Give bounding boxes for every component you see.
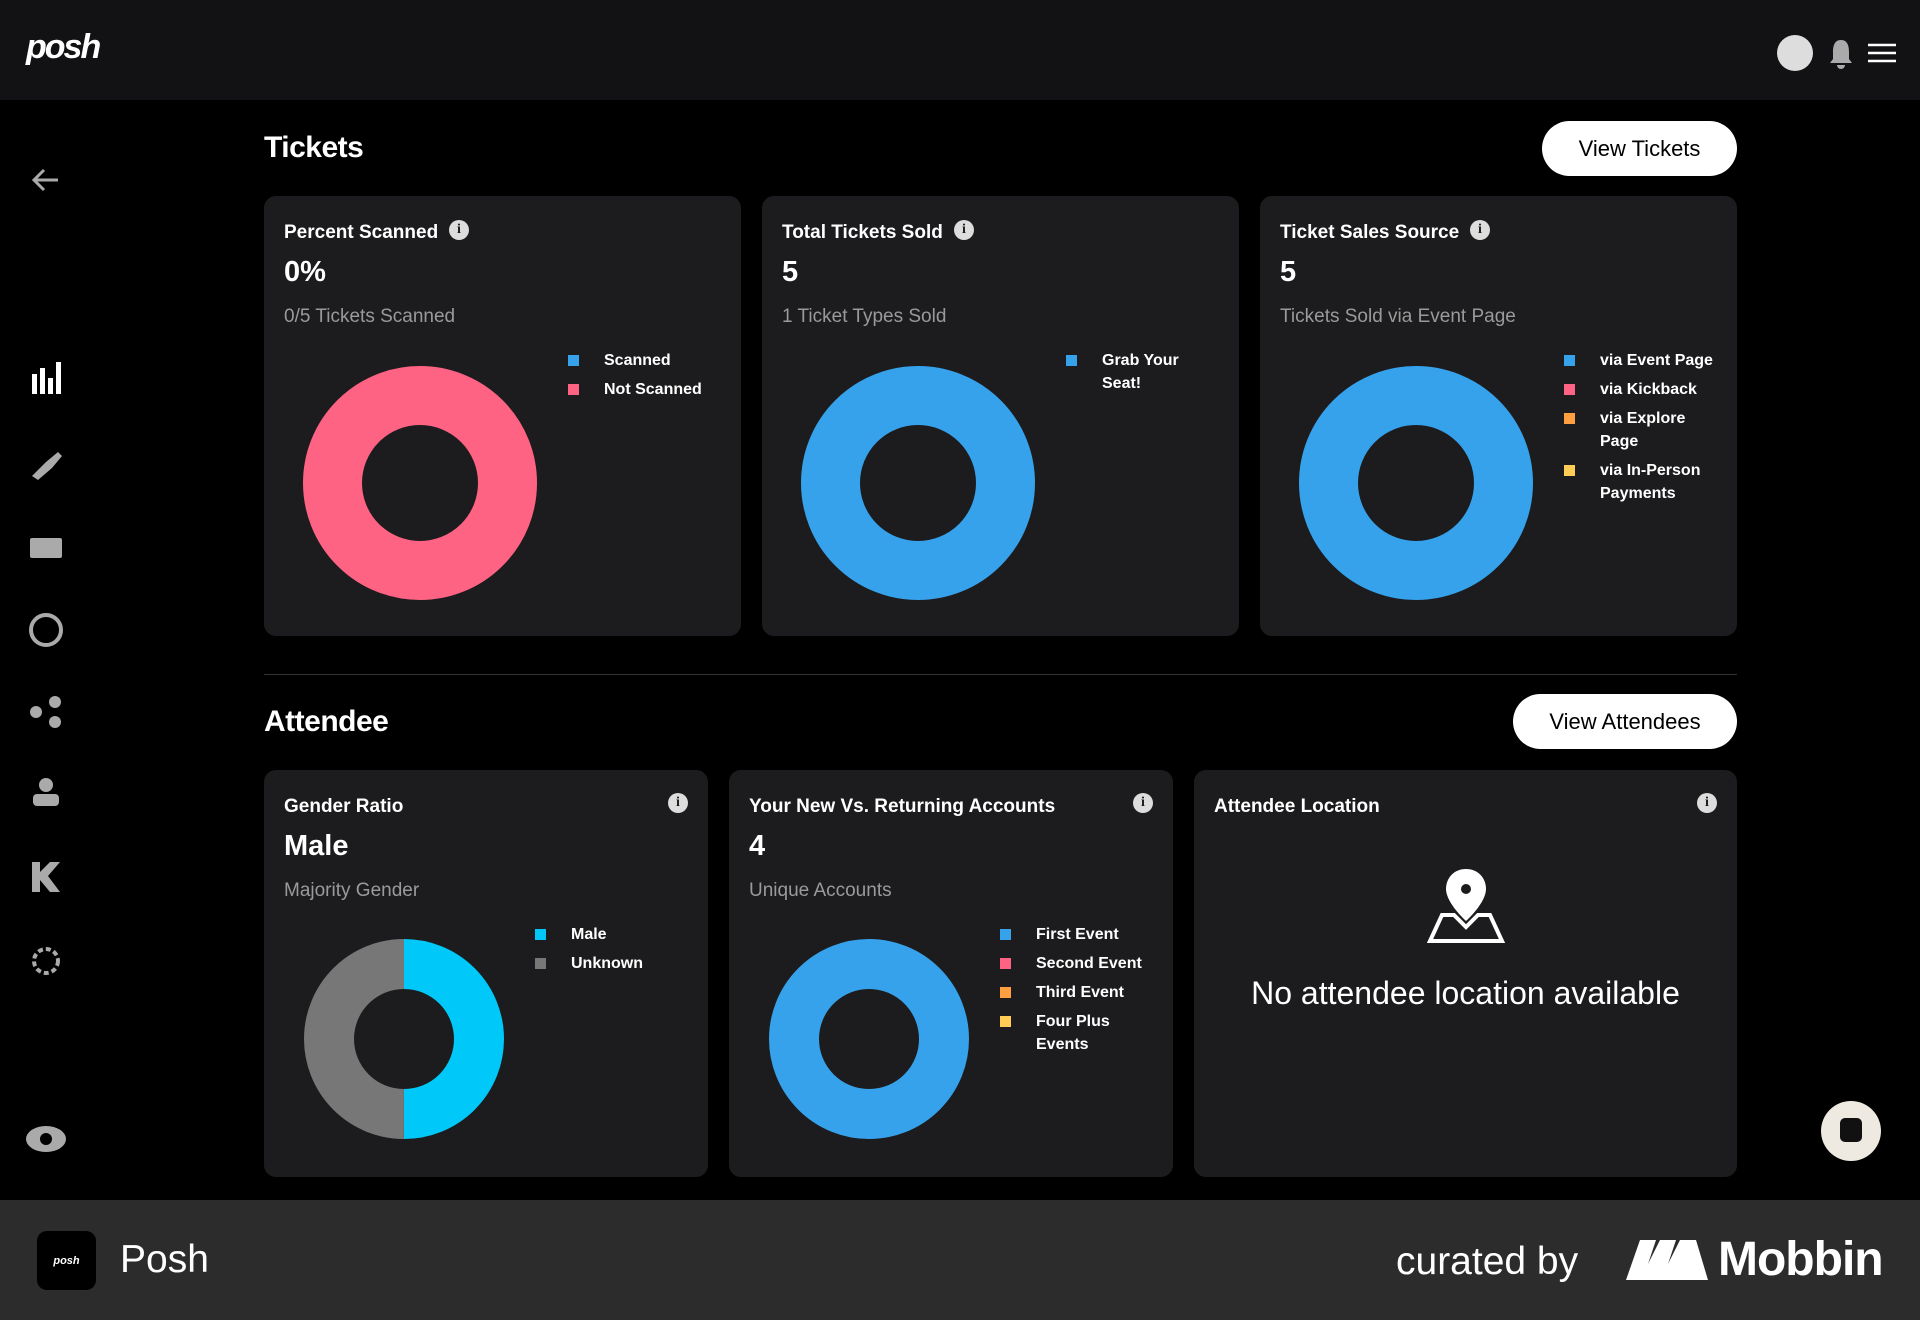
card-subtitle: 0/5 Tickets Scanned [284, 306, 456, 327]
card-value: 0% [284, 256, 326, 288]
legend-label: Third Event [1036, 984, 1125, 1001]
legend-swatch [1564, 413, 1575, 424]
curated-by: curated by [1396, 1240, 1579, 1283]
section-title: Tickets [264, 131, 364, 164]
mobbin-brand: Mobbin [1718, 1233, 1884, 1286]
legend-label: Male [571, 926, 607, 943]
location-icon [1426, 869, 1505, 943]
legend-swatch [1000, 958, 1011, 969]
card: Attendee Location i No attendee location a… [1194, 770, 1737, 1177]
donut-segment [769, 939, 969, 1139]
section-button[interactable]: View Attendees [1513, 694, 1737, 749]
legend-label: Unknown [571, 955, 643, 972]
back-icon[interactable] [31, 168, 58, 192]
legend-label: First Event [1036, 926, 1119, 943]
donut-chart [304, 939, 504, 1139]
donut-chart [769, 939, 969, 1139]
team-icon[interactable] [33, 778, 59, 806]
donut-segment [801, 366, 1035, 600]
footer: posh Posh curated by Mobbin [0, 1200, 1920, 1320]
preview-icon[interactable] [26, 1126, 66, 1152]
info-icon[interactable]: i [1133, 793, 1153, 813]
legend-swatch [1564, 465, 1575, 476]
avatar[interactable] [1777, 35, 1813, 71]
card-subtitle: Tickets Sold via Event Page [1280, 306, 1516, 327]
donut-chart [801, 366, 1035, 600]
card-title: Your New Vs. Returning Accounts [749, 796, 1056, 817]
design-icon[interactable] [32, 452, 62, 480]
finance-icon[interactable] [29, 613, 63, 647]
card-subtitle: Majority Gender [284, 880, 420, 901]
donut-chart [1299, 366, 1533, 600]
legend-swatch [1564, 355, 1575, 366]
card-value: 4 [749, 830, 766, 862]
app-icon: posh [37, 1231, 96, 1290]
tickets-icon[interactable] [30, 538, 62, 558]
info-icon[interactable]: i [1697, 793, 1717, 813]
pin-dot [1460, 884, 1471, 894]
card: Your New Vs. Returning Accounts i 4 Unique … [729, 770, 1173, 1177]
card-title: Ticket Sales Source [1280, 222, 1460, 243]
card-value: 5 [782, 256, 799, 288]
top-bar: posh [0, 0, 1920, 100]
info-icon[interactable]: i [1470, 220, 1490, 240]
menu-icon[interactable] [1868, 42, 1896, 64]
logo[interactable]: posh [26, 28, 101, 66]
pin [1445, 869, 1486, 921]
card-subtitle: 1 Ticket Types Sold [782, 306, 947, 327]
card: Total Tickets Sold i 5 1 Ticket Types Sold G… [762, 196, 1239, 636]
chat-button[interactable] [1821, 1101, 1881, 1161]
mobbin-logo-mark [1626, 1240, 1708, 1280]
card-title: Percent Scanned [284, 222, 439, 243]
card: Percent Scanned i 0% 0/5 Tickets Scanned Sca… [264, 196, 741, 636]
legend-swatch [1564, 384, 1575, 395]
legend-label: via Explore Page [1600, 410, 1686, 450]
donut-segment [304, 939, 504, 1139]
legend-swatch [1066, 355, 1077, 366]
card-title: Gender Ratio [284, 796, 404, 817]
card: Ticket Sales Source i 5 Tickets Sold via Ev… [1260, 196, 1737, 636]
card-title: Attendee Location [1214, 796, 1380, 817]
section-title: Attendee [264, 705, 389, 738]
legend-swatch [1000, 1016, 1011, 1027]
card-value: 5 [1280, 256, 1297, 288]
legend-swatch [568, 384, 579, 395]
empty-message: No attendee location available [1251, 975, 1680, 1011]
legend-label: Scanned [604, 352, 671, 369]
legend-swatch [1000, 929, 1011, 940]
legend-label: via In-Person Payments [1600, 462, 1701, 502]
app-name: Posh [120, 1238, 209, 1281]
card-subtitle: Unique Accounts [749, 880, 892, 901]
analytics-icon[interactable] [32, 362, 61, 394]
donut-chart [303, 366, 537, 600]
legend-label: Four Plus Events [1036, 1013, 1110, 1053]
legend-label: Grab Your Seat! [1102, 352, 1179, 392]
info-icon[interactable]: i [954, 220, 974, 240]
legend-label: via Kickback [1600, 381, 1697, 398]
donut-segment [303, 366, 537, 600]
legend-swatch [568, 355, 579, 366]
legend-swatch [535, 958, 546, 969]
legend-swatch [535, 929, 546, 940]
notifications-icon[interactable] [1828, 38, 1854, 70]
legend-label: Second Event [1036, 955, 1142, 972]
legend-label: Not Scanned [604, 381, 702, 398]
divider [264, 674, 1737, 675]
content: Tickets View Tickets Percent Scanned i 0% 0/5… [264, 121, 1737, 1177]
map [1426, 913, 1505, 943]
section-button[interactable]: View Tickets [1542, 121, 1737, 176]
info-icon[interactable]: i [449, 220, 469, 240]
info-icon[interactable]: i [668, 793, 688, 813]
kickback-icon[interactable] [32, 862, 60, 892]
card-value: Male [284, 830, 349, 862]
settings-icon[interactable] [32, 947, 60, 975]
card-title: Total Tickets Sold [782, 222, 943, 243]
sidebar [26, 168, 66, 1152]
legend-label: via Event Page [1600, 352, 1713, 369]
card: Gender Ratio i Male Majority Gender Male Unkn… [264, 770, 708, 1177]
share-icon[interactable] [30, 696, 61, 728]
legend-swatch [1000, 987, 1011, 998]
donut-segment [1299, 366, 1533, 600]
